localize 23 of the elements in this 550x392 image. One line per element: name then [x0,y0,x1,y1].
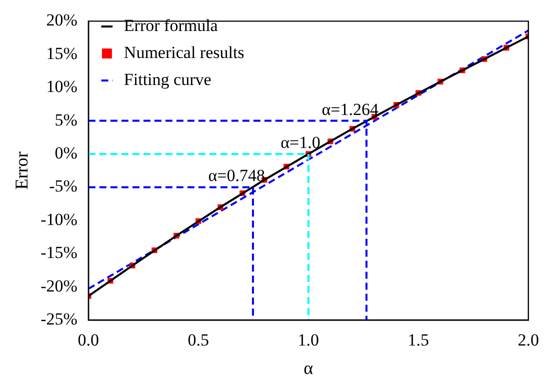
y-tick-label: -5% [49,176,78,196]
x-tick-label: 0.0 [78,330,100,350]
legend-label: Numerical results [124,42,244,62]
y-tick-label: -25% [40,309,78,328]
x-tick-label: 0.5 [188,330,210,350]
x-tick-label: 1.5 [408,330,430,350]
y-tick-label: -10% [40,210,78,229]
x-tick-label: 2.0 [518,330,539,350]
annotation: α=0.748 [208,166,265,186]
y-tick-label: 10% [46,77,78,96]
y-axis-title: Error [12,152,32,190]
y-tick-label: 0% [54,143,78,162]
y-tick-label: 15% [46,44,78,63]
legend-label: Error formula [124,16,218,35]
x-tick-label: 1.0 [298,330,320,350]
legend-label: Fitting curve [124,70,212,89]
y-tick-label: 5% [54,110,78,130]
annotation: α=1.0 [280,132,320,152]
y-tick-label: -15% [40,243,78,262]
annotation: α=1.264 [322,100,379,119]
y-tick-label: 20% [46,10,78,30]
y-tick-label: -20% [40,276,78,296]
x-axis-title: α [304,358,314,378]
